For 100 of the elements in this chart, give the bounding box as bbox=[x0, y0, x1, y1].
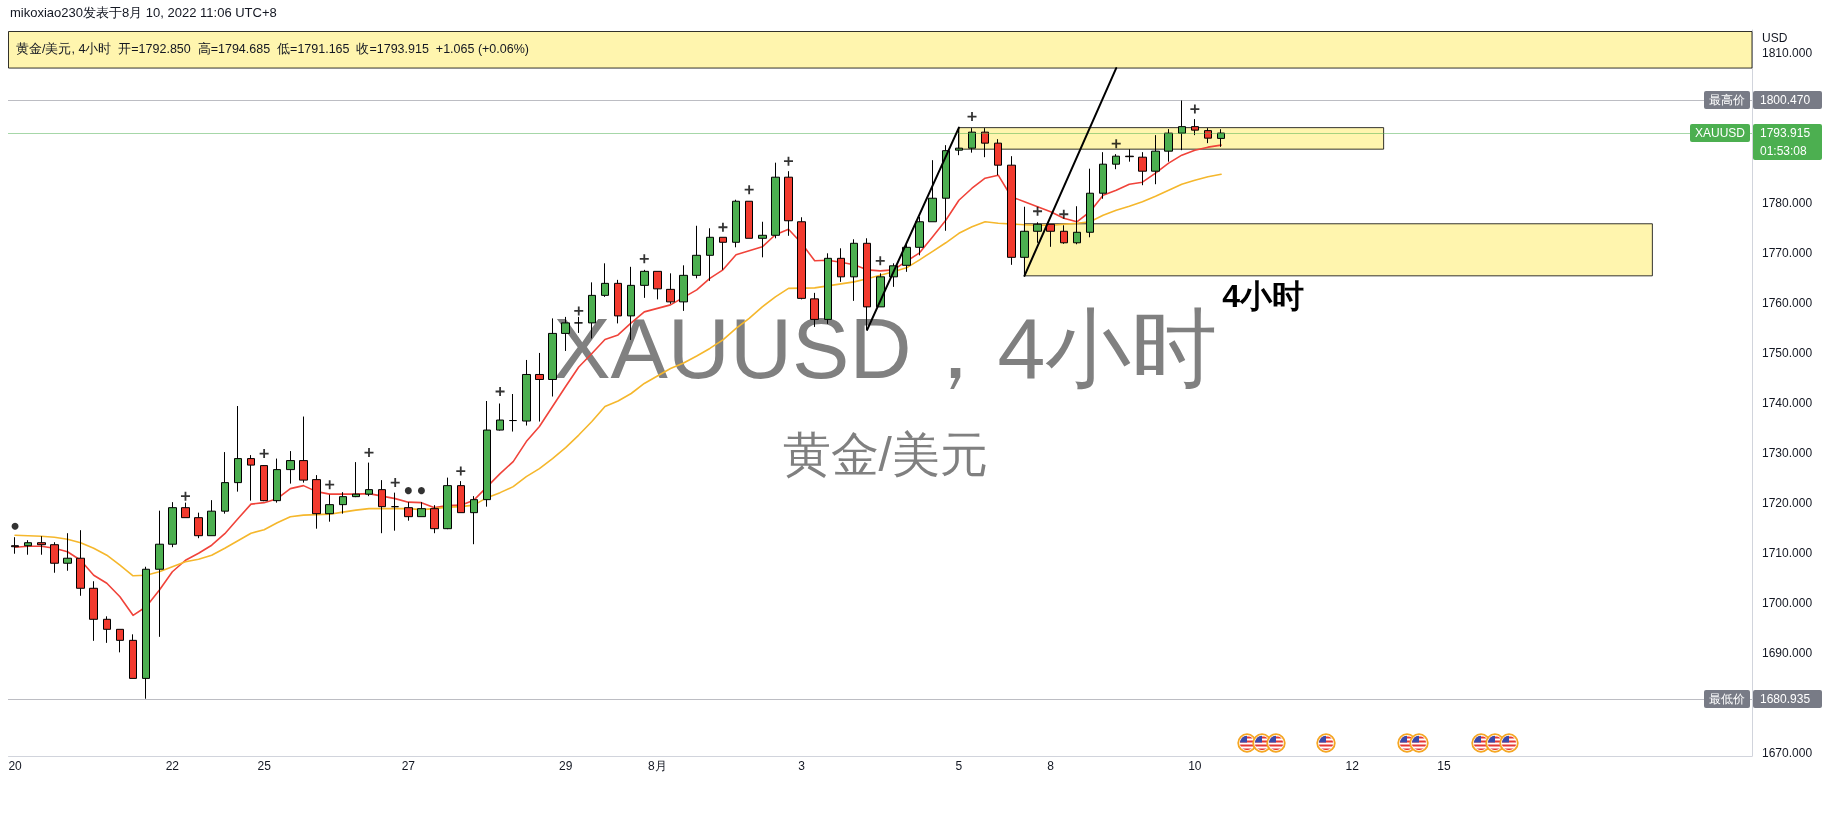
candlestick bbox=[692, 225, 701, 279]
x-tick-label: 12 bbox=[1345, 759, 1360, 773]
annotation: 黄金/美元, 4小时 开=1792.850 高=1794.685 低=1791.165 收=1793.915 +1.065 (+0.06%) bbox=[16, 41, 529, 57]
point bbox=[404, 487, 412, 495]
candlestick bbox=[339, 491, 347, 515]
text: 黄金/美元 bbox=[782, 427, 988, 481]
candlestick bbox=[155, 510, 164, 638]
point bbox=[1111, 139, 1121, 149]
x-tick-label: 10 bbox=[1188, 759, 1202, 773]
candlestick bbox=[732, 199, 740, 248]
candlestick bbox=[325, 494, 334, 523]
candlestick bbox=[181, 502, 190, 519]
ref-line-label: 最高价 bbox=[1704, 91, 1750, 110]
candlestick bbox=[928, 159, 937, 223]
candlestick bbox=[745, 200, 753, 239]
ref-line-label: XAUUSD bbox=[1689, 124, 1750, 143]
candlestick bbox=[837, 247, 845, 283]
candlestick bbox=[666, 272, 675, 305]
x-tick-label: 27 bbox=[401, 759, 416, 773]
candlestick bbox=[76, 529, 85, 597]
candlestick bbox=[234, 405, 242, 493]
candlestick bbox=[1112, 153, 1120, 170]
y-tick-label: 1810.000 bbox=[1762, 45, 1813, 60]
candlestick bbox=[443, 477, 452, 530]
candlestick bbox=[194, 512, 203, 539]
candlestick bbox=[260, 464, 268, 502]
text: mikoxiao230发表于8月 10, 2022 11:06 UTC+8 bbox=[10, 5, 277, 21]
x-tick-label: 5 bbox=[955, 759, 963, 773]
candlestick bbox=[286, 450, 295, 485]
candlestick bbox=[299, 416, 308, 484]
candlestick bbox=[797, 216, 806, 300]
candlestick bbox=[483, 400, 491, 508]
point bbox=[11, 522, 19, 530]
text: 1680.935 bbox=[1760, 690, 1812, 708]
ref-line-label: 最低价 bbox=[1704, 689, 1750, 708]
candlestick bbox=[89, 580, 98, 642]
candlestick bbox=[942, 144, 950, 232]
point bbox=[1059, 209, 1069, 219]
candlestick bbox=[850, 238, 858, 302]
x-tick-label: 8月 bbox=[648, 759, 667, 773]
candlestick bbox=[1099, 151, 1107, 200]
candlestick bbox=[457, 480, 465, 514]
candlestick bbox=[1007, 155, 1016, 266]
candlestick bbox=[221, 451, 229, 515]
candlestick bbox=[640, 269, 649, 299]
candlestick bbox=[24, 539, 32, 556]
candlestick bbox=[522, 359, 531, 427]
candlestick bbox=[758, 221, 767, 258]
point bbox=[325, 480, 335, 490]
x-tick-label: 22 bbox=[165, 759, 180, 773]
candlestick bbox=[719, 236, 727, 271]
y-tick-label: 1780.000 bbox=[1762, 195, 1813, 210]
x-tick-label: 20 bbox=[8, 759, 23, 773]
candlestick bbox=[352, 461, 360, 498]
point bbox=[417, 487, 425, 495]
candlestick bbox=[679, 264, 688, 312]
candlestick bbox=[247, 454, 255, 502]
candlestick bbox=[50, 541, 59, 574]
candlestick bbox=[430, 504, 439, 534]
candlestick bbox=[509, 393, 517, 433]
candlestick bbox=[417, 501, 426, 518]
point bbox=[744, 185, 754, 195]
candlestick bbox=[391, 492, 399, 532]
candlestick bbox=[365, 462, 373, 497]
point bbox=[967, 112, 977, 122]
point bbox=[718, 222, 728, 232]
candlestick bbox=[404, 501, 413, 522]
candlestick bbox=[103, 615, 111, 644]
candlestick bbox=[784, 170, 793, 237]
candlestick bbox=[63, 532, 72, 572]
y-tick-label: 1670.000 bbox=[1762, 746, 1813, 761]
x-tick-label: 3 bbox=[798, 759, 806, 773]
text: 1800.470 bbox=[1760, 92, 1812, 110]
y-axis-title: USD bbox=[1762, 31, 1788, 45]
y-tick-label: 1730.000 bbox=[1762, 446, 1813, 461]
text: 1793.915 bbox=[1760, 125, 1812, 143]
y-tick-label: 1770.000 bbox=[1762, 245, 1813, 260]
candlestick bbox=[37, 535, 46, 556]
point bbox=[875, 256, 885, 266]
y-tick-label: 1700.000 bbox=[1762, 596, 1813, 611]
point bbox=[456, 466, 466, 476]
band-label: 4小时 bbox=[1222, 277, 1304, 314]
y-tick-label: 1690.000 bbox=[1762, 646, 1813, 661]
x-tick-label: 8 bbox=[1047, 759, 1055, 773]
x-tick-label: 29 bbox=[558, 759, 573, 773]
candlestick bbox=[168, 501, 177, 548]
candlestick bbox=[378, 479, 386, 534]
candlestick bbox=[771, 162, 780, 239]
candlestick bbox=[207, 499, 216, 537]
candlestick bbox=[470, 495, 478, 545]
candlestick bbox=[116, 628, 124, 653]
point bbox=[1190, 104, 1200, 114]
text: 01:53:08 bbox=[1760, 143, 1808, 161]
candlestick bbox=[273, 458, 281, 504]
candlestick bbox=[142, 566, 150, 700]
candlestick bbox=[129, 633, 137, 679]
candlestick bbox=[496, 403, 504, 432]
candlestick bbox=[653, 270, 662, 300]
x-tick-label: 25 bbox=[257, 759, 272, 773]
x-tick-label: 15 bbox=[1437, 759, 1451, 773]
